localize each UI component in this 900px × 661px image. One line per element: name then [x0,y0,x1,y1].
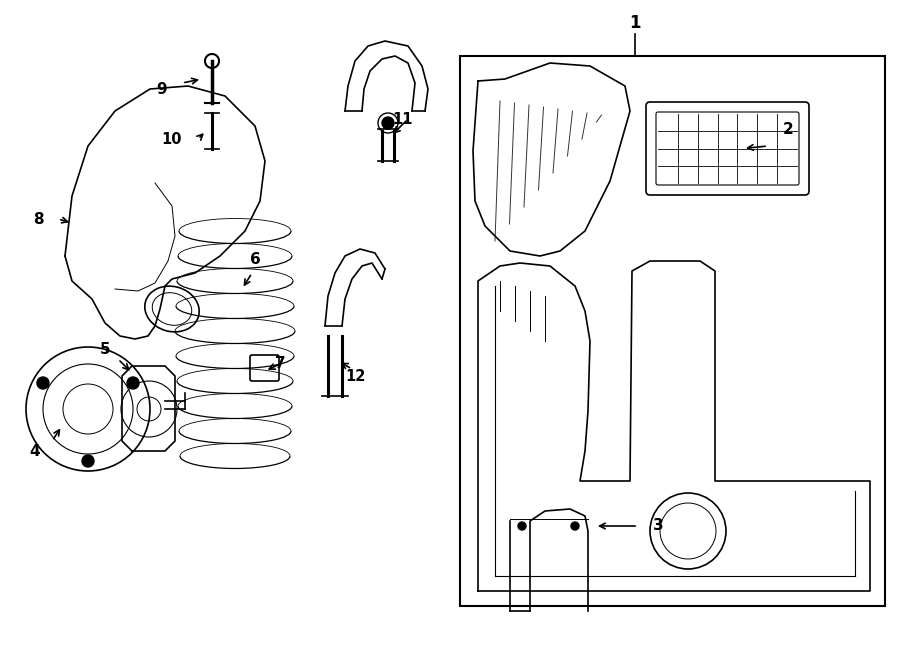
Circle shape [382,117,394,129]
Circle shape [571,522,579,530]
Text: 2: 2 [783,122,794,137]
Bar [460,56,885,606]
Circle shape [518,522,526,530]
Text: 4: 4 [30,444,40,459]
Text: 1: 1 [629,14,641,32]
Text: 9: 9 [157,81,167,97]
Text: 11: 11 [392,112,412,126]
Text: 6: 6 [249,251,260,266]
Text: 10: 10 [161,132,182,147]
Text: 7: 7 [275,356,285,371]
Text: 8: 8 [32,212,43,227]
Circle shape [82,455,94,467]
Text: 12: 12 [345,368,365,383]
Circle shape [37,377,49,389]
Circle shape [127,377,139,389]
Text: 5: 5 [100,342,111,356]
Text: 3: 3 [652,518,663,533]
